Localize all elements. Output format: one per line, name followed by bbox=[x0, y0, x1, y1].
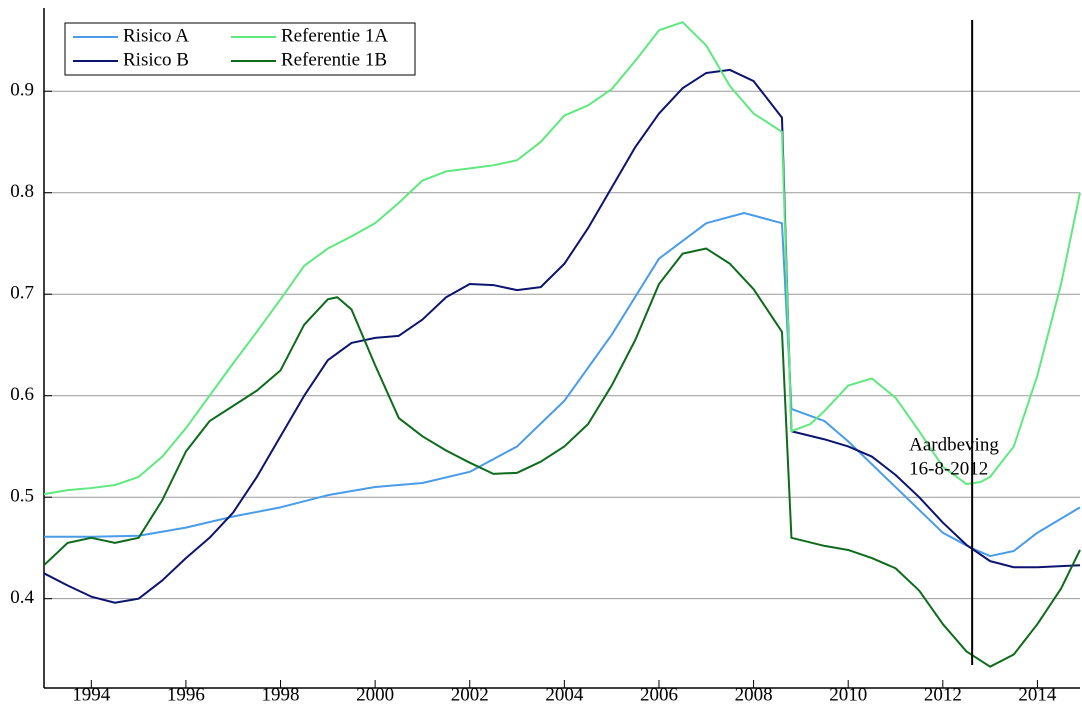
x-tick-label: 2004 bbox=[545, 684, 584, 705]
annotation-text: Aardbeving bbox=[909, 434, 999, 455]
legend-label: Referentie 1A bbox=[281, 25, 388, 46]
x-tick-label: 1996 bbox=[167, 684, 205, 705]
y-tick-label: 0.6 bbox=[10, 384, 34, 405]
legend-box bbox=[64, 22, 416, 76]
x-tick-label: 2010 bbox=[829, 684, 867, 705]
x-tick-label: 2012 bbox=[924, 684, 962, 705]
legend-label: Risico B bbox=[123, 49, 189, 70]
x-tick-label: 2000 bbox=[356, 684, 394, 705]
y-tick-label: 0.9 bbox=[10, 80, 34, 101]
x-tick-label: 2002 bbox=[451, 684, 489, 705]
x-tick-label: 2014 bbox=[1018, 684, 1057, 705]
x-tick-label: 1994 bbox=[72, 684, 111, 705]
series-line bbox=[43, 68, 1081, 604]
annotation-text: 16-8-2012 bbox=[909, 458, 988, 479]
series-line bbox=[44, 212, 1081, 558]
y-tick-label: 0.4 bbox=[10, 587, 34, 608]
y-tick-label: 0.7 bbox=[10, 283, 34, 304]
y-tick-label: 0.5 bbox=[10, 486, 34, 507]
legend-label: Referentie 1B bbox=[281, 49, 387, 70]
x-tick-label: 2006 bbox=[640, 684, 678, 705]
x-tick-label: 2008 bbox=[735, 684, 773, 705]
series-line bbox=[43, 247, 1081, 668]
legend-label: Risico A bbox=[123, 25, 189, 46]
series-line bbox=[43, 21, 1081, 496]
x-tick-label: 1998 bbox=[262, 684, 300, 705]
y-tick-label: 0.8 bbox=[10, 181, 34, 202]
